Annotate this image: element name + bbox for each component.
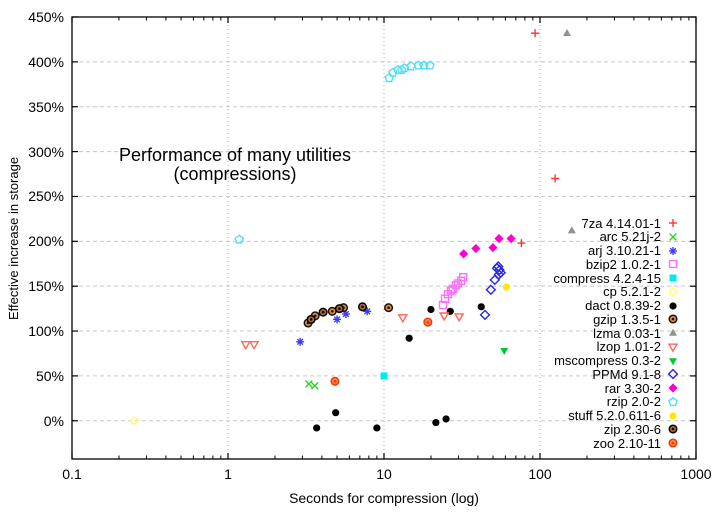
- legend-marker-icon: [667, 343, 679, 353]
- series-compress: [380, 372, 388, 380]
- series-rar: [459, 234, 516, 259]
- legend-marker-icon: [668, 260, 678, 269]
- legend-item-dact: dact 0.8.39-2: [585, 298, 682, 313]
- x-tick-label-100: 100: [528, 466, 552, 482]
- legend-label: mscompress 0.3-2: [554, 353, 661, 368]
- plot-title-line2: (compressions): [173, 164, 297, 184]
- series-7za: [517, 29, 560, 248]
- legend-item-zoo: zoo 2.10-11: [593, 435, 682, 451]
- legend-item-stuff: stuff 5.2.0.611-6: [568, 408, 682, 423]
- legend-label: lzma 0.03-1: [593, 325, 661, 341]
- legend-label: lzop 1.01-2: [596, 339, 661, 355]
- plot-border: [71, 16, 697, 460]
- series-zoo: [330, 317, 433, 386]
- legend-item-mscompress: mscompress 0.3-2: [554, 353, 682, 368]
- legend-marker-icon: [669, 328, 677, 336]
- legend-item-zip: zip 2.30-6: [603, 421, 682, 437]
- series-stuff: [502, 283, 511, 291]
- y-tick-label-50%: 50%: [35, 367, 64, 384]
- legend-label: PPMd 9.1-8: [592, 366, 661, 382]
- legend-marker-icon: [668, 438, 678, 448]
- legend-label: rar 3.30-2: [604, 380, 661, 396]
- legend-marker-icon: [668, 314, 678, 324]
- legend-label: bzip2 1.0.2-1: [585, 256, 661, 272]
- series-PPMd: [479, 261, 507, 321]
- legend-marker-icon: [668, 396, 678, 406]
- legend-item-bzip2: bzip2 1.0.2-1: [585, 256, 682, 272]
- plot-title: Performance of many utilities (compressi…: [86, 146, 384, 184]
- legend-marker-icon: [669, 246, 677, 255]
- series-lzop: [240, 312, 465, 351]
- y-tick-label-400%: 400%: [28, 53, 64, 70]
- series-dact: [313, 303, 485, 432]
- legend-item-rar: rar 3.30-2: [604, 380, 682, 396]
- legend-marker-icon: [668, 424, 678, 434]
- series-lzma: [563, 28, 576, 234]
- legend-item-lzop: lzop 1.01-2: [596, 339, 682, 355]
- legend-marker-icon: [669, 357, 677, 365]
- y-tick-label-450%: 450%: [28, 9, 64, 25]
- legend-label: rzip 2.0-2: [606, 394, 661, 410]
- x-tick-label-10: 10: [376, 466, 392, 482]
- legend-item-PPMd: PPMd 9.1-8: [592, 366, 682, 382]
- legend-label: arc 5.21j-2: [599, 229, 661, 245]
- legend-label: zip 2.30-6: [603, 421, 661, 437]
- legend-label: 7za 4.14.01-1: [581, 215, 661, 231]
- x-tick-label-0.1: 0.1: [62, 466, 82, 482]
- y-tick-label-250%: 250%: [28, 188, 64, 205]
- legend-item-gzip: gzip 1.3.5-1: [593, 311, 682, 327]
- y-tick-label-200%: 200%: [28, 233, 64, 250]
- x-tick-label-1: 1: [224, 466, 232, 482]
- x-axis-label: Seconds for compression (log): [289, 490, 479, 506]
- series-zip: [306, 302, 368, 324]
- legend-label: arj 3.10.21-1: [588, 243, 661, 258]
- legend-item-lzma: lzma 0.03-1: [593, 325, 682, 341]
- y-tick-label-100%: 100%: [28, 323, 64, 340]
- y-tick-label-0%: 0%: [43, 412, 64, 429]
- series-cp: [130, 416, 138, 425]
- series-gzip: [303, 303, 394, 328]
- series-arc: [304, 380, 319, 390]
- series-rzip: [234, 60, 435, 244]
- legend-item-arj: arj 3.10.21-1: [588, 243, 682, 258]
- legend-marker-icon: [667, 368, 679, 380]
- legend-marker-icon: [669, 301, 677, 310]
- legend-marker-icon: [669, 274, 677, 282]
- legend-item-cp: cp 5.2.1-2: [603, 284, 682, 300]
- legend-label: cp 5.2.1-2: [603, 284, 661, 300]
- y-tick-label-300%: 300%: [28, 143, 64, 160]
- legend-marker-icon: [669, 411, 677, 420]
- legend-label: compress 4.2.4-15: [553, 270, 661, 286]
- legend-label: zoo 2.10-11: [593, 435, 661, 451]
- legend-marker-icon: [669, 232, 677, 241]
- legend-marker-icon: [669, 219, 677, 227]
- legend-item-rzip: rzip 2.0-2: [606, 394, 682, 410]
- y-tick-label-350%: 350%: [28, 98, 64, 115]
- legend-item-arc: arc 5.21j-2: [599, 229, 682, 245]
- legend-marker-icon: [668, 383, 678, 393]
- series-mscompress: [500, 347, 509, 355]
- legend-label: stuff 5.2.0.611-6: [568, 408, 661, 423]
- plot-title-line1: Performance of many utilities: [118, 145, 352, 165]
- legend-label: dact 0.8.39-2: [585, 298, 661, 313]
- x-tick-label-1000: 1000: [680, 466, 712, 482]
- legend-item-7za: 7za 4.14.01-1: [581, 215, 682, 231]
- legend-marker-icon: [669, 287, 677, 296]
- legend-label: gzip 1.3.5-1: [593, 311, 661, 327]
- y-tick-label-150%: 150%: [28, 278, 64, 295]
- series-bzip2: [438, 273, 468, 310]
- legend-item-compress: compress 4.2.4-15: [553, 270, 682, 286]
